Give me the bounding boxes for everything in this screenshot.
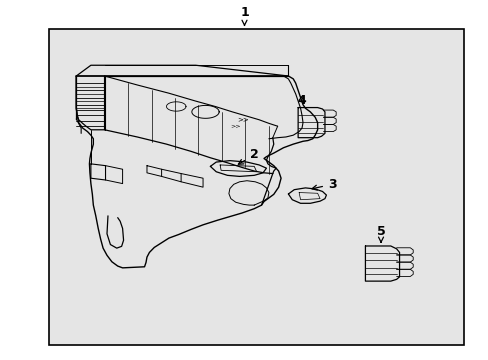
FancyBboxPatch shape: [49, 30, 463, 345]
Text: 1: 1: [240, 6, 248, 26]
Text: 2: 2: [238, 148, 258, 164]
Text: 3: 3: [311, 178, 336, 191]
Text: >>: >>: [237, 116, 248, 122]
Text: 5: 5: [376, 225, 385, 242]
Text: 4: 4: [297, 94, 306, 107]
Text: >>: >>: [229, 123, 240, 128]
